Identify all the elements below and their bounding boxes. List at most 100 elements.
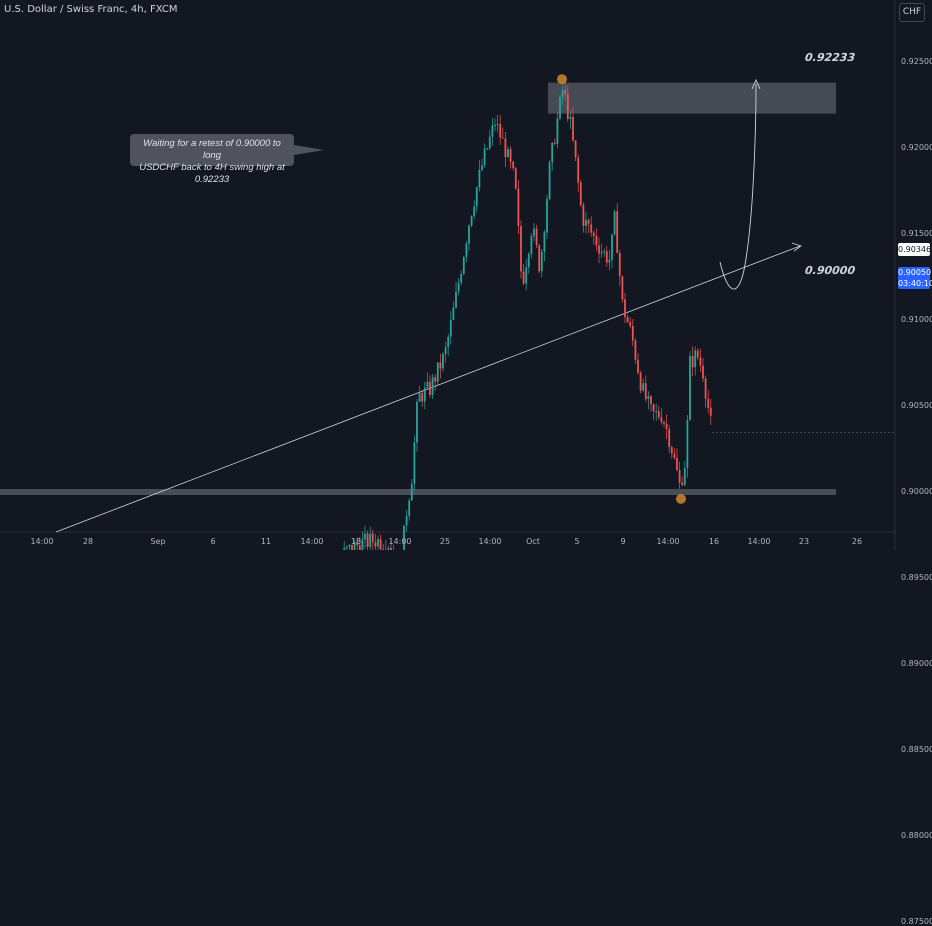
candle-body	[421, 393, 423, 401]
candle-body	[460, 274, 462, 283]
candle-body	[377, 539, 379, 546]
x-tick-label: 14:00	[747, 537, 770, 546]
candle-body	[455, 292, 457, 308]
candle-body	[520, 226, 522, 271]
x-tick-label: 14:00	[478, 537, 501, 546]
candle-body	[536, 229, 538, 246]
candle-body	[408, 501, 410, 516]
candle-body	[453, 308, 455, 320]
candle-body	[502, 138, 504, 139]
trade-idea-callout[interactable]: Waiting for a retest of 0.90000 to long …	[130, 134, 294, 166]
x-tick-label: 18	[351, 537, 361, 546]
candle-body	[692, 356, 694, 367]
candle-body	[679, 470, 681, 482]
x-tick-label: Sep	[150, 537, 165, 546]
candle-body	[583, 205, 585, 226]
candle-body	[531, 236, 533, 254]
candle-body	[440, 362, 442, 368]
candle-body	[668, 429, 670, 447]
candle-body	[577, 158, 579, 183]
candle-body	[616, 211, 618, 253]
candle-body	[567, 94, 569, 119]
candle-body	[648, 396, 650, 399]
candle-body	[375, 542, 377, 546]
x-tick-label: 16	[709, 537, 719, 546]
candle-body	[551, 143, 553, 163]
candle-body	[515, 168, 517, 188]
candle-body	[497, 124, 499, 125]
projection-path	[720, 84, 756, 289]
candle-body	[653, 404, 655, 411]
candle-body	[380, 539, 382, 549]
candle-body	[416, 402, 418, 443]
candle-body	[609, 260, 611, 263]
candle-body	[562, 90, 564, 97]
x-tick-label: 26	[852, 537, 862, 546]
candle-body	[450, 320, 452, 337]
currency-button[interactable]: CHF	[899, 3, 925, 22]
candle-body	[689, 356, 691, 420]
candle-body	[624, 299, 626, 317]
candle-body	[700, 357, 702, 365]
y-tick-label: 0.89500	[901, 573, 932, 582]
candle-body	[479, 170, 481, 187]
candle-body	[429, 382, 431, 395]
candle-body	[622, 276, 624, 299]
candle-body	[494, 125, 496, 126]
candle-body	[572, 117, 574, 140]
candle-body	[525, 267, 527, 283]
candle-body	[466, 244, 468, 257]
swing-point-marker	[676, 494, 686, 504]
y-tick-label: 0.88500	[901, 745, 932, 754]
candle-body	[559, 97, 561, 118]
bar-countdown: 03:40:10	[898, 278, 930, 289]
price-chart[interactable]	[0, 0, 932, 550]
candle-body	[619, 253, 621, 276]
x-tick-label: 14:00	[30, 537, 53, 546]
candle-body	[346, 547, 348, 548]
callout-pointer	[294, 145, 324, 155]
candle-body	[601, 252, 603, 253]
candle-body	[411, 484, 413, 501]
candle-body	[614, 211, 616, 234]
candle-body	[661, 417, 663, 422]
candle-body	[528, 254, 530, 267]
resistance-level-label: 0.92233	[804, 51, 855, 64]
candle-body	[372, 534, 374, 543]
candle-body	[575, 140, 577, 157]
candle-body	[546, 199, 548, 233]
candle-body	[557, 118, 559, 143]
x-tick-label: Oct	[526, 537, 540, 546]
candle-body	[510, 149, 512, 162]
candle-body	[650, 396, 652, 404]
candle-body	[541, 252, 543, 271]
candle-body	[681, 483, 683, 485]
candle-body	[637, 360, 639, 373]
candle-body	[590, 225, 592, 233]
candle-body	[658, 411, 660, 417]
support-band	[0, 489, 836, 495]
candle-body	[369, 534, 371, 547]
support-level-label: 0.90000	[804, 264, 855, 277]
candle-body	[671, 447, 673, 453]
candle-body	[538, 245, 540, 271]
candle-body	[432, 377, 434, 395]
chart-root: U.S. Dollar / Swiss Franc, 4h, FXCM CHF …	[0, 0, 932, 550]
x-tick-label: 5	[574, 537, 579, 546]
candle-body	[414, 443, 416, 484]
y-tick-label: 0.91500	[901, 229, 932, 238]
candle-body	[674, 453, 676, 457]
candle-body	[406, 516, 408, 526]
y-tick-label: 0.92000	[901, 143, 932, 152]
candle-body	[570, 117, 572, 119]
candle-body	[512, 162, 514, 168]
candle-body	[518, 189, 520, 226]
candle-body	[588, 220, 590, 225]
candle-body	[367, 534, 369, 547]
candle-body	[564, 90, 566, 94]
candle-body	[710, 408, 712, 416]
candle-body	[362, 539, 364, 550]
candle-body	[549, 162, 551, 199]
candle-body	[645, 383, 647, 399]
candle-body	[627, 317, 629, 322]
